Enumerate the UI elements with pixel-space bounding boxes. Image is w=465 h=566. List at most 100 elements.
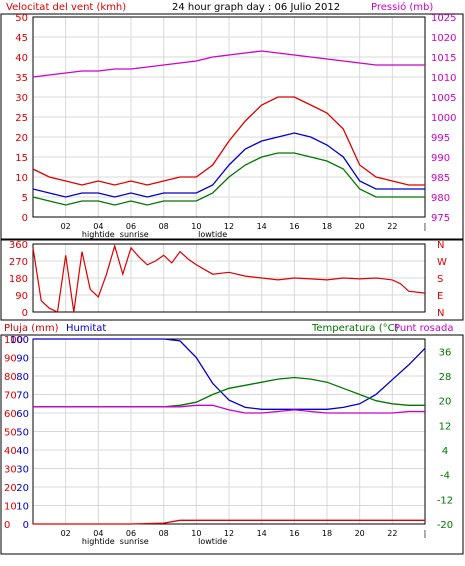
- temperature-y-tick: -4: [440, 471, 450, 482]
- pressure-y-tick: 995: [431, 133, 450, 144]
- wind-y-tick: 40: [15, 53, 28, 64]
- wind-y-tick: 0: [22, 213, 28, 224]
- pressure-y-tick: 980: [431, 193, 450, 204]
- pressure-y-tick: 1010: [431, 73, 456, 84]
- pressure-axis-label: Pressió (mb): [371, 1, 433, 13]
- humidity-y-tick: 70: [16, 391, 29, 402]
- rain-y-tick: 10: [4, 502, 17, 513]
- pressure-y-tick: 1020: [431, 33, 456, 44]
- rain-y-tick: 20: [4, 483, 17, 494]
- humidity-y-tick: 100: [10, 335, 29, 346]
- wind-x-tick-end: |: [424, 222, 427, 231]
- temperature-y-tick: -20: [437, 520, 453, 531]
- temperature-y-tick: 20: [439, 397, 452, 408]
- wind-x-tick: 08: [159, 222, 169, 231]
- humidity-y-tick: 10: [16, 502, 29, 513]
- direction-y-tick: 90: [15, 291, 28, 302]
- wind-y-tick: 50: [15, 13, 28, 24]
- pressure-y-tick: 975: [431, 213, 450, 224]
- humidity-y-tick: 30: [16, 465, 29, 476]
- humidity-x-tick: 04: [93, 529, 103, 538]
- temperature-y-tick: 36: [439, 347, 452, 358]
- pressure-y-tick: 1015: [431, 53, 456, 64]
- humidity-x-tick: 22: [387, 529, 397, 538]
- pressure-y-tick: 1025: [431, 13, 456, 24]
- wind-x-tick: 16: [289, 222, 299, 231]
- humidity-y-tick: 90: [16, 354, 29, 365]
- series-punt-rosada-line: [33, 404, 425, 414]
- humidity-x-tick: 10: [191, 529, 201, 538]
- rain-axis-label: Pluja (mm): [4, 323, 59, 334]
- humidity-x-tick: 08: [159, 529, 169, 538]
- temperature-y-tick: -12: [437, 495, 453, 506]
- wind-x-tick: 06: [126, 222, 136, 231]
- humidity-x-mark: lowtide: [198, 537, 227, 546]
- direction-plot-frame: [32, 243, 426, 313]
- wind-x-tick: 12: [224, 222, 234, 231]
- humidity-y-tick: 60: [16, 409, 29, 420]
- wind-x-tick: 04: [93, 222, 103, 231]
- series-average-line: [32, 132, 425, 198]
- dewpoint-axis-label: Punt rosada: [394, 323, 453, 334]
- wind-x-tick: 10: [191, 222, 201, 231]
- wind-y-tick: 25: [15, 113, 28, 124]
- rain-y-tick: 90: [4, 354, 17, 365]
- temperature-y-tick: 28: [439, 372, 452, 383]
- wind-x-mark: hightide: [82, 230, 115, 239]
- humidity-x-tick: 18: [322, 529, 332, 538]
- direction-y-tick: 270: [9, 257, 28, 268]
- wind-x-tick: 02: [61, 222, 71, 231]
- direction-compass-label: N: [437, 240, 444, 251]
- humidity-x-mark: hightide: [82, 537, 115, 546]
- wind-y-tick: 35: [15, 73, 28, 84]
- pressure-y-tick: 1005: [431, 93, 456, 104]
- pressure-y-tick: 985: [431, 173, 450, 184]
- humidity-y-tick: 40: [16, 446, 29, 457]
- humidity-x-tick-end: |: [424, 529, 427, 538]
- series-speed-line: [32, 152, 425, 206]
- humidity-y-tick: 20: [16, 483, 29, 494]
- wind-x-tick: 20: [355, 222, 365, 231]
- temperature-axis-label: Temperatura (°C): [311, 323, 399, 334]
- wind-y-tick: 20: [15, 133, 28, 144]
- series-pluja-line: [33, 519, 425, 525]
- chart-title: 24 hour graph day : 06 Julio 2012: [172, 2, 340, 13]
- panel-1-frame: [0, 13, 464, 240]
- temperature-y-tick: 12: [439, 421, 452, 432]
- humidity-x-tick: 02: [61, 529, 71, 538]
- wind-x-tick: 14: [257, 222, 267, 231]
- wind-x-tick: 18: [322, 222, 332, 231]
- humidity-x-mark: sunrise: [120, 537, 149, 546]
- temperature-y-tick: 4: [442, 446, 448, 457]
- rain-y-tick: 60: [4, 409, 17, 420]
- rain-y-tick: 30: [4, 465, 17, 476]
- wind-y-tick: 5: [22, 193, 28, 204]
- series-gust-line: [32, 96, 425, 186]
- wind-y-tick: 10: [15, 173, 28, 184]
- humidity-y-tick: 50: [16, 428, 29, 439]
- series-direction-line: [32, 243, 426, 313]
- humidity-y-tick: 80: [16, 372, 29, 383]
- rain-y-tick: 100: [4, 335, 23, 346]
- humidity-x-tick: 14: [257, 529, 267, 538]
- wind-y-tick: 45: [15, 33, 28, 44]
- wind-x-mark: sunrise: [120, 230, 149, 239]
- direction-compass-label: N: [437, 308, 444, 319]
- rain-y-tick: 0: [4, 520, 10, 531]
- wind-x-mark: lowtide: [198, 230, 227, 239]
- series-humitat-line: [33, 338, 426, 410]
- humidity-y-tick: 0: [23, 520, 29, 531]
- rain-y-tick: 40: [4, 446, 17, 457]
- rain-y-tick: 50: [4, 428, 17, 439]
- rain-y-tick: 80: [4, 372, 17, 383]
- pressure-y-tick: 990: [431, 153, 450, 164]
- series-pressure-line: [32, 50, 425, 78]
- direction-y-tick: 360: [9, 240, 28, 251]
- humidity-x-tick: 20: [355, 529, 365, 538]
- direction-compass-label: S: [437, 274, 443, 285]
- direction-y-tick: 0: [22, 308, 28, 319]
- wind-plot-frame: [32, 16, 426, 218]
- direction-compass-label: W: [437, 257, 447, 268]
